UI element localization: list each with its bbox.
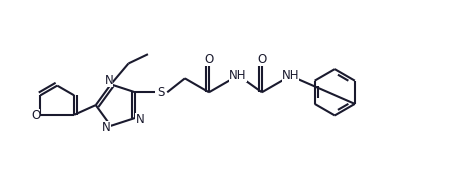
Text: O: O — [204, 53, 213, 66]
Text: N: N — [104, 74, 113, 87]
Text: NH: NH — [228, 69, 246, 82]
Text: S: S — [157, 86, 164, 99]
Text: N: N — [101, 121, 110, 134]
Text: O: O — [257, 53, 266, 66]
Text: NH: NH — [281, 69, 299, 82]
Text: O: O — [31, 109, 40, 122]
Text: N: N — [135, 113, 144, 126]
